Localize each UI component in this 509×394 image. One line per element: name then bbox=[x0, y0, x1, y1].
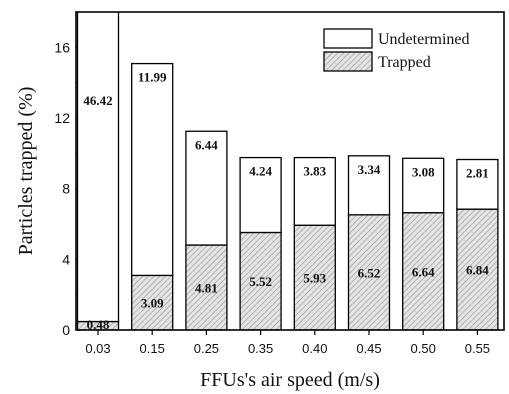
bar-trapped bbox=[402, 212, 445, 330]
legend-swatch-undetermined bbox=[323, 28, 373, 49]
bar-trapped bbox=[293, 224, 336, 330]
legend-label-undetermined: Undetermined bbox=[378, 31, 470, 48]
bar-undetermined bbox=[76, 12, 120, 323]
data-label-trapped: 5.52 bbox=[249, 274, 272, 289]
bar-undetermined bbox=[131, 62, 174, 277]
legend-label-trapped: Trapped bbox=[378, 54, 431, 71]
bar-trapped bbox=[239, 231, 282, 330]
x-tick-label: 0.55 bbox=[465, 341, 490, 356]
bar-undetermined bbox=[185, 130, 228, 246]
bar-undetermined bbox=[402, 157, 445, 214]
bar-undetermined bbox=[239, 156, 282, 234]
legend: Undetermined Trapped bbox=[323, 28, 470, 72]
bar-undetermined bbox=[456, 158, 499, 210]
data-label-trapped: 3.09 bbox=[141, 296, 164, 311]
y-tick-label: 16 bbox=[54, 39, 70, 55]
bar-undetermined bbox=[347, 155, 391, 216]
plot-frame bbox=[75, 11, 505, 331]
data-label-undetermined: 4.24 bbox=[249, 164, 272, 179]
x-tick-label: 0.40 bbox=[302, 341, 327, 356]
data-label-undetermined: 3.34 bbox=[358, 162, 381, 177]
x-tick-label: 0.25 bbox=[194, 341, 219, 356]
data-labels-group: 0.48 46.42 3.09 11.99 4.81 6.44 5.52 4.24 5.93 3.… bbox=[83, 70, 489, 332]
bar-trapped bbox=[131, 274, 174, 330]
data-label-trapped: 4.81 bbox=[195, 281, 218, 296]
y-tick-label: 4 bbox=[62, 251, 70, 267]
legend-swatch-trapped bbox=[323, 51, 373, 72]
y-tick-label: 0 bbox=[62, 322, 70, 338]
data-label-undetermined: 2.81 bbox=[466, 166, 489, 181]
bar-undetermined bbox=[293, 156, 336, 226]
bar-trapped bbox=[347, 214, 391, 330]
data-label-trapped: 0.48 bbox=[87, 317, 110, 332]
bars-group bbox=[76, 12, 499, 330]
data-label-undetermined: 46.42 bbox=[83, 93, 112, 108]
x-tick-label: 0.45 bbox=[356, 341, 381, 356]
data-label-trapped: 6.84 bbox=[466, 263, 489, 278]
y-tick-label: 12 bbox=[54, 110, 70, 126]
x-tick-label: 0.15 bbox=[140, 341, 165, 356]
x-tick-label: 0.03 bbox=[85, 341, 110, 356]
y-tick-label: 8 bbox=[62, 181, 70, 197]
data-label-trapped: 5.93 bbox=[303, 271, 326, 286]
x-axis-ticks: 0.030.150.250.350.400.450.500.550.65 bbox=[85, 330, 490, 356]
data-label-undetermined: 11.99 bbox=[138, 70, 167, 85]
x-tick-label: 0.35 bbox=[248, 341, 273, 356]
data-label-trapped: 6.52 bbox=[358, 265, 381, 280]
data-label-undetermined: 6.44 bbox=[195, 137, 218, 152]
data-label-undetermined: 3.83 bbox=[303, 164, 326, 179]
y-axis-title: Particles trapped (%) bbox=[15, 87, 37, 256]
bar-trapped bbox=[456, 208, 499, 330]
x-tick-label: 0.50 bbox=[411, 341, 436, 356]
data-label-undetermined: 3.08 bbox=[412, 164, 435, 179]
x-axis-title: FFUs's air speed (m/s) bbox=[200, 369, 380, 391]
data-label-trapped: 6.64 bbox=[412, 264, 435, 279]
